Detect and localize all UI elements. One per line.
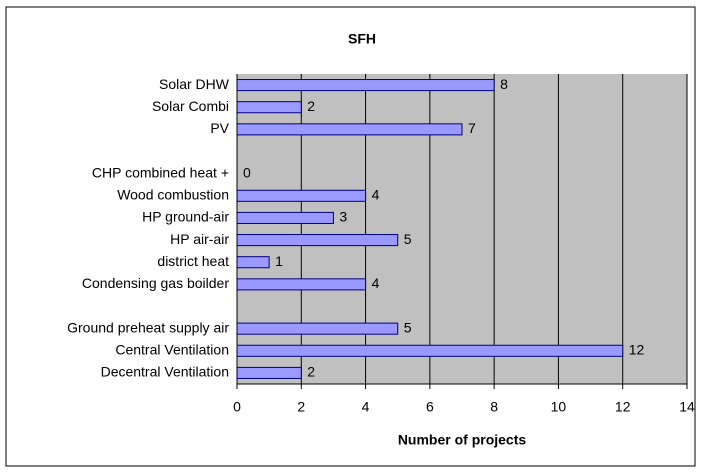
data-label: 2	[307, 364, 315, 380]
data-label: 12	[629, 341, 645, 357]
y-tick-label: Condensing gas boilder	[82, 275, 229, 291]
bar	[236, 234, 399, 247]
y-tick-label: HP ground-air	[142, 209, 229, 225]
x-tick-label: 4	[362, 399, 370, 415]
y-tick-label: CHP combined heat +	[92, 164, 229, 180]
bar	[236, 79, 495, 92]
data-label: 4	[372, 275, 380, 291]
data-label: 8	[500, 76, 508, 92]
y-tick-label: Solar DHW	[159, 76, 230, 92]
data-label: 1	[275, 253, 283, 269]
bar	[236, 101, 302, 114]
data-label: 5	[404, 319, 412, 335]
data-label: 2	[307, 98, 315, 114]
y-tick-label: Ground preheat supply air	[67, 319, 229, 335]
x-tick-label: 12	[615, 399, 631, 415]
bar	[236, 189, 367, 202]
data-label: 0	[243, 164, 251, 180]
data-label: 7	[468, 120, 476, 136]
bar	[236, 278, 367, 291]
data-label: 5	[404, 231, 412, 247]
bar	[236, 211, 334, 224]
chart-title: SFH	[348, 31, 376, 47]
data-label: 4	[372, 186, 380, 202]
bar	[236, 256, 270, 269]
y-tick-label: Wood combustion	[117, 186, 229, 202]
y-tick-label: Solar Combi	[152, 98, 229, 114]
x-axis-label: Number of projects	[398, 432, 527, 448]
y-tick-label: Central Ventilation	[115, 341, 229, 357]
data-label: 3	[339, 209, 347, 225]
y-tick-label: HP air-air	[170, 231, 229, 247]
x-tick-label: 8	[490, 399, 498, 415]
bar	[236, 123, 463, 136]
bar	[236, 322, 399, 335]
bar	[236, 344, 624, 357]
x-tick-label: 2	[297, 399, 305, 415]
y-tick-label: PV	[210, 120, 229, 136]
x-tick-label: 14	[679, 399, 695, 415]
y-tick-label: Decentral Ventilation	[101, 364, 229, 380]
bar	[236, 366, 302, 379]
x-tick-label: 10	[551, 399, 567, 415]
plot-area	[237, 74, 687, 384]
x-tick-label: 6	[426, 399, 434, 415]
y-tick-label: district heat	[157, 253, 229, 269]
x-tick-label: 0	[233, 399, 241, 415]
